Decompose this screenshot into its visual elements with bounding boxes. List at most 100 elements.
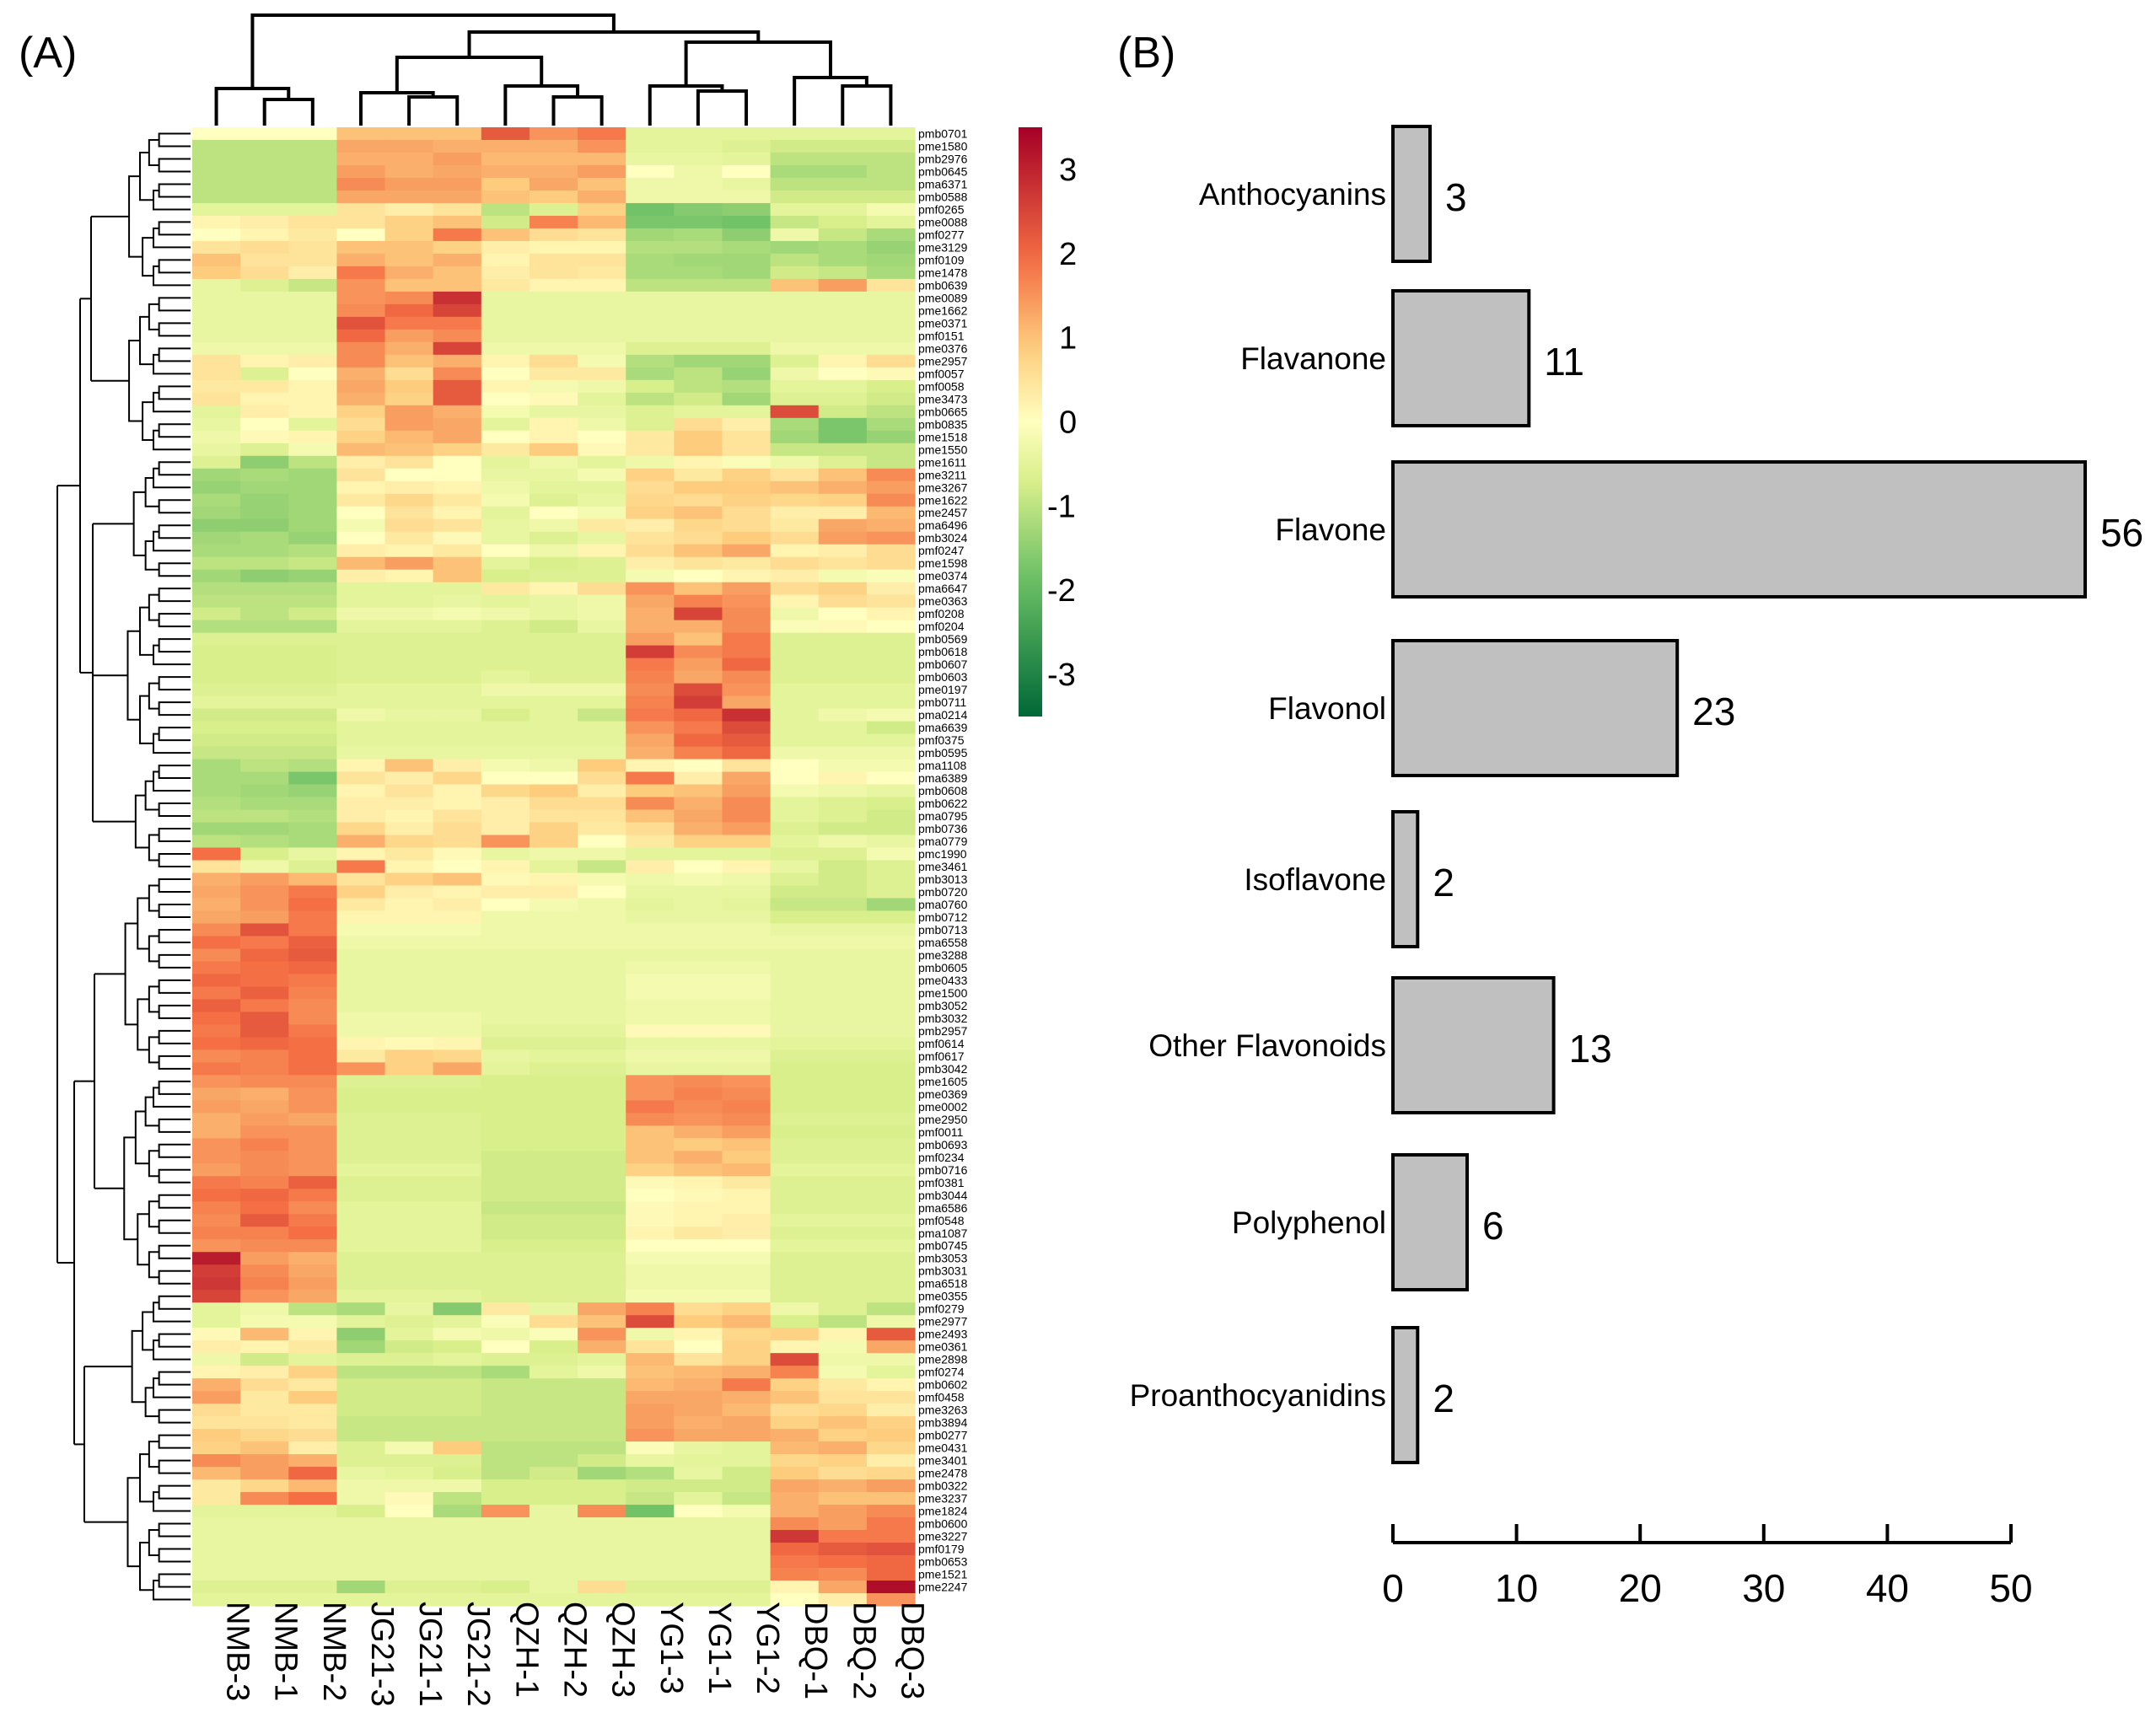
heatmap-cell: [818, 670, 868, 684]
heatmap-cell: [433, 1252, 482, 1265]
heatmap-cell: [674, 986, 723, 1000]
heatmap-cell: [722, 1505, 772, 1518]
heatmap-cell: [722, 797, 772, 811]
heatmap-cell: [626, 139, 675, 153]
heatmap-cell: [288, 1441, 337, 1455]
heatmap-cell: [770, 1012, 820, 1025]
heatmap-cell: [481, 1049, 530, 1063]
heatmap-cell: [481, 1530, 530, 1543]
heatmap-cell: [578, 1125, 626, 1139]
heatmap-cell: [770, 1277, 820, 1291]
heatmap-cell: [192, 784, 241, 798]
heatmap-cell: [192, 127, 241, 141]
heatmap-cell: [336, 759, 386, 773]
heatmap-cell: [674, 417, 723, 432]
heatmap-cell: [578, 620, 626, 634]
heatmap-cell: [866, 1467, 916, 1480]
heatmap-cell: [192, 1037, 241, 1050]
heatmap-cell: [818, 1075, 868, 1088]
row-label: pmb3024: [918, 531, 968, 545]
heatmap-cell: [433, 1530, 482, 1543]
dendrogram-link: [158, 499, 191, 514]
row-label: pme3227: [918, 1530, 968, 1543]
heatmap-cell: [722, 1163, 772, 1177]
heatmap-cell: [626, 1037, 675, 1050]
heatmap-cell: [578, 1037, 626, 1050]
heatmap-cell: [818, 1176, 868, 1189]
heatmap-cell: [384, 1037, 434, 1050]
heatmap-cell: [336, 443, 386, 457]
heatmap-cell: [384, 1125, 434, 1139]
heatmap-cell: [433, 885, 482, 899]
heatmap-cell: [240, 291, 289, 305]
colorbar-gradient: [1019, 127, 1042, 717]
dendrogram-link: [148, 1251, 159, 1279]
heatmap-cell: [240, 936, 289, 950]
heatmap-cell: [192, 1378, 241, 1392]
heatmap-cell: [866, 1189, 916, 1202]
dendrogram-link: [158, 158, 191, 173]
heatmap-cell: [578, 1555, 626, 1569]
heatmap-cell: [336, 923, 386, 937]
heatmap-cell: [240, 329, 289, 343]
heatmap-cell: [433, 1429, 482, 1442]
value-label: 2: [1433, 1377, 1454, 1420]
heatmap-cell: [578, 784, 626, 798]
heatmap-cell: [481, 202, 530, 217]
dendrogram-link: [158, 1548, 191, 1563]
heatmap-cell: [722, 1176, 772, 1189]
row-label: pmf0011: [918, 1125, 964, 1139]
heatmap-cell: [481, 341, 530, 356]
heatmap-cell: [578, 329, 626, 343]
heatmap-cell: [529, 1454, 578, 1468]
heatmap-cell: [818, 771, 868, 786]
row-label: pme1500: [918, 986, 968, 1000]
heatmap-cell: [192, 974, 241, 988]
heatmap-cell: [433, 594, 482, 609]
heatmap-cell: [240, 1543, 289, 1556]
heatmap-cell: [866, 658, 916, 672]
value-label: 6: [1482, 1204, 1504, 1248]
heatmap-cell: [192, 1479, 241, 1493]
row-label: pmf0274: [918, 1366, 965, 1379]
heatmap-cell: [722, 1062, 772, 1076]
heatmap-cell: [722, 695, 772, 710]
heatmap-cell: [192, 822, 241, 836]
heatmap-cell: [578, 1277, 626, 1291]
heatmap-cell: [866, 1315, 916, 1328]
heatmap-cell: [336, 480, 386, 495]
heatmap-cell: [384, 468, 434, 482]
heatmap-cell: [384, 556, 434, 571]
heatmap-cell: [336, 708, 386, 722]
heatmap-cell: [818, 556, 868, 571]
heatmap-cell: [192, 961, 241, 975]
heatmap-cell: [384, 1113, 434, 1126]
heatmap-cell: [336, 1201, 386, 1215]
heatmap-cell: [529, 190, 578, 204]
heatmap-cell: [818, 1416, 868, 1430]
heatmap-cell: [674, 784, 723, 798]
heatmap-cell: [674, 367, 723, 381]
heatmap-cell: [288, 1366, 337, 1379]
heatmap-cell: [336, 215, 386, 229]
heatmap-cell: [384, 531, 434, 545]
heatmap-cell: [674, 430, 723, 444]
heatmap-cell: [529, 1441, 578, 1455]
heatmap-cell: [818, 1024, 868, 1038]
value-label: 23: [1692, 690, 1735, 733]
heatmap-cell: [481, 1226, 530, 1240]
heatmap-cell: [433, 493, 482, 507]
heatmap-cell: [384, 1087, 434, 1101]
heatmap-cell: [240, 354, 289, 368]
heatmap-cell: [626, 1378, 675, 1392]
heatmap-cell: [578, 910, 626, 925]
heatmap-cell: [288, 190, 337, 204]
heatmap-cell: [866, 1454, 916, 1468]
heatmap-cell: [240, 177, 289, 191]
heatmap-cell: [240, 1378, 289, 1392]
heatmap-cell: [578, 733, 626, 748]
heatmap-cell: [866, 1113, 916, 1126]
heatmap-cell: [866, 493, 916, 507]
heatmap-cell: [578, 898, 626, 912]
heatmap-cell: [626, 1151, 675, 1164]
